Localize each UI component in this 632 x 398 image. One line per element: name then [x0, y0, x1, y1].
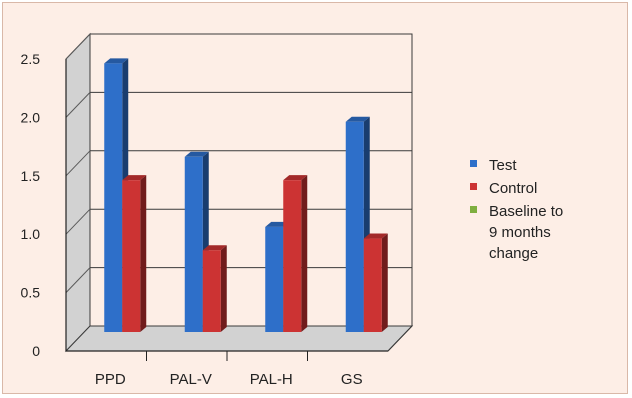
bar-top — [122, 175, 147, 181]
y-tick-label: 1.5 — [21, 168, 41, 184]
bars — [104, 58, 388, 333]
side-wall — [65, 32, 91, 353]
gridline-side — [65, 92, 91, 118]
bar — [363, 238, 382, 332]
bar-top — [363, 233, 388, 239]
bar-side — [220, 245, 227, 332]
y-tick-label: 2.0 — [21, 109, 41, 125]
x-category-label: PPD — [95, 371, 126, 388]
legend-label: Control — [489, 180, 537, 197]
legend-label: Baseline to 9 months change — [489, 203, 563, 262]
bar — [202, 250, 221, 332]
x-category-label: PAL-H — [250, 371, 293, 388]
gridline-side — [65, 150, 91, 177]
y-tick-labels: 0 0.5 1.0 1.5 2.0 2.5 — [21, 51, 41, 359]
bar — [345, 121, 364, 332]
bar-top — [184, 151, 209, 157]
bar-top — [104, 58, 129, 64]
y-tick-label: 2.5 — [21, 51, 41, 67]
y-tick-label: 1.0 — [21, 226, 41, 242]
legend-label: Test — [489, 157, 517, 174]
bar-top — [283, 175, 308, 181]
bar-side — [301, 175, 308, 332]
bar-side — [381, 233, 388, 332]
bar — [104, 63, 123, 333]
gridline-side — [65, 208, 91, 235]
legend: Test Control Baseline to 9 months change — [470, 157, 563, 262]
legend-swatch — [470, 160, 477, 167]
bar — [184, 156, 203, 332]
bar — [283, 180, 302, 332]
axes — [65, 59, 413, 361]
legend-swatch — [470, 206, 477, 213]
gridline-side — [65, 267, 91, 293]
x-category-labels: PPD PAL-V PAL-H GS — [95, 371, 363, 388]
x-category-label: GS — [341, 371, 363, 388]
x-category-label: PAL-V — [170, 371, 212, 388]
floor-edge — [387, 325, 413, 352]
bar — [122, 180, 141, 332]
y-tick-label: 0.5 — [21, 285, 41, 301]
bar-side — [140, 175, 147, 332]
bar-top — [345, 116, 370, 122]
bar — [265, 226, 284, 332]
bar-top — [202, 245, 227, 251]
gridline-side — [65, 33, 91, 60]
y-tick-label: 0 — [32, 343, 40, 359]
legend-swatch — [470, 183, 477, 190]
